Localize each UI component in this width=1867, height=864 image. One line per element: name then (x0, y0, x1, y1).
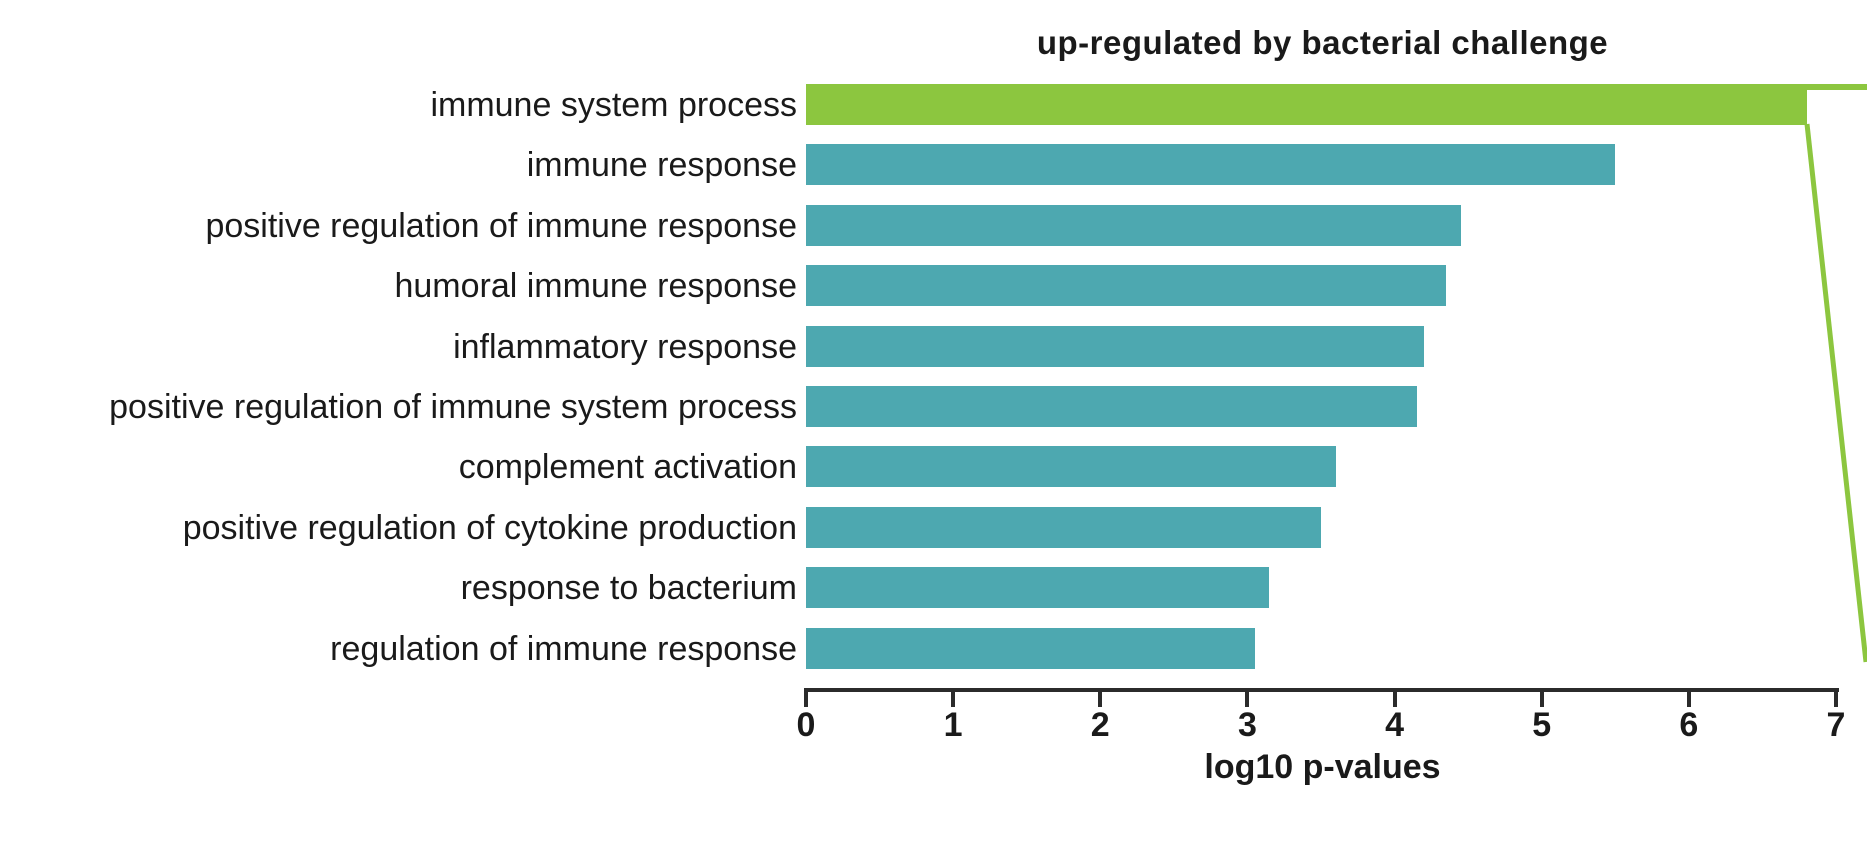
x-tick-mark (1833, 688, 1838, 707)
bar (806, 446, 1336, 488)
bar (806, 386, 1417, 427)
category-label: complement activation (458, 448, 797, 487)
bar (806, 506, 1321, 548)
category-label: positive regulation of cytokine producti… (182, 508, 797, 547)
x-axis-line (804, 688, 1839, 692)
category-label: inflammatory response (453, 327, 797, 366)
x-tick-mark (804, 688, 808, 707)
category-label: immune system process (430, 86, 797, 124)
x-tick-mark (951, 688, 956, 707)
offscale-diagonal-line (1804, 123, 1867, 663)
category-label: immune response (526, 146, 797, 185)
category-label: positive regulation of immune system pro… (109, 388, 797, 426)
bar (806, 144, 1616, 186)
category-label: response to bacterium (460, 569, 797, 608)
chart-title: up-regulated by bacterial challenge (1036, 24, 1609, 61)
x-tick-label: 4 (1385, 706, 1404, 744)
x-tick-label: 2 (1090, 706, 1110, 744)
x-tick-mark (1245, 688, 1250, 707)
bar (806, 204, 1461, 246)
category-label: regulation of immune response (330, 629, 797, 668)
bar (806, 567, 1270, 609)
category-label: humoral immune response (394, 267, 797, 306)
x-tick-label: 0 (796, 706, 816, 744)
x-axis-label: log10 p-values (1204, 748, 1441, 786)
bar (806, 84, 1807, 125)
bar (806, 325, 1424, 367)
x-tick-label: 6 (1679, 706, 1699, 744)
x-tick-label: 5 (1532, 706, 1552, 744)
x-tick-label: 1 (943, 706, 963, 744)
bar (806, 265, 1447, 307)
x-tick-label: 3 (1237, 706, 1257, 744)
x-tick-label: 7 (1826, 706, 1846, 744)
x-tick-mark (1686, 688, 1691, 707)
x-tick-mark (1539, 688, 1544, 707)
bar (806, 627, 1255, 669)
x-tick-mark (1392, 688, 1397, 707)
x-tick-mark (1098, 688, 1103, 707)
category-label: positive regulation of immune response (205, 206, 797, 245)
